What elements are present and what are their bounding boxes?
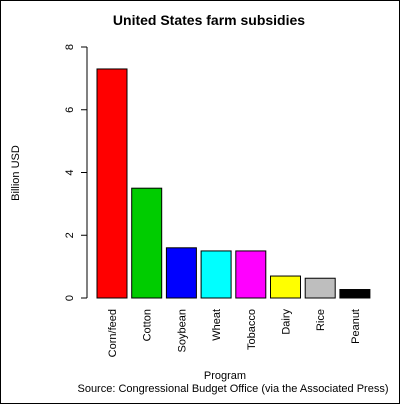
x-axis-label: Program (204, 370, 246, 382)
x-tick-label: Dairy (281, 309, 293, 335)
bar-peanut (339, 289, 371, 299)
bar-soybean (165, 247, 197, 299)
x-tick-label: Rice (315, 309, 327, 331)
x-tick-label: Soybean (176, 309, 188, 352)
bar-wheat (200, 250, 232, 299)
bar-rice (304, 277, 336, 299)
source-note: Source: Congressional Budget Office (via… (77, 383, 388, 395)
x-tick-labels: Corn/feed Cotton Soybean Wheat Tobacco Dairy R… (107, 309, 362, 358)
bar-tobacco (235, 250, 267, 299)
x-tick-label: Cotton (142, 309, 154, 341)
y-tick-label: 8 (64, 44, 76, 50)
y-axis: 0 2 4 6 8 (64, 44, 88, 301)
x-tick-label: Peanut (350, 309, 362, 344)
bar-cotton (131, 187, 163, 299)
bar-corn-feed (96, 68, 128, 299)
y-tick-label: 4 (64, 169, 76, 175)
y-tick-label: 0 (64, 295, 76, 301)
y-axis-label: Billion USD (10, 145, 22, 201)
x-tick-label: Wheat (211, 309, 223, 341)
bars-group (96, 68, 371, 299)
chart-title: United States farm subsidies (113, 12, 305, 28)
y-tick-label: 2 (64, 232, 76, 238)
y-tick-label: 6 (64, 107, 76, 113)
x-tick-label: Corn/feed (107, 309, 119, 357)
bar-dairy (270, 275, 301, 299)
x-tick-label: Tobacco (246, 309, 258, 350)
